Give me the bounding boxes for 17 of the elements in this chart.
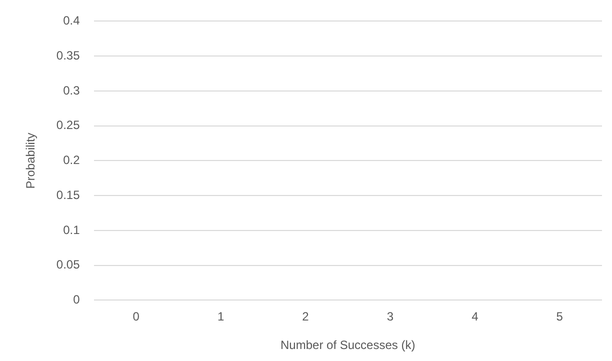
y-tick-label: 0 bbox=[73, 292, 80, 307]
x-tick-label: 5 bbox=[556, 310, 564, 324]
x-tick-label: 3 bbox=[386, 310, 394, 324]
y-tick-label: 0.15 bbox=[56, 188, 80, 202]
x-tick-label: 0 bbox=[132, 310, 140, 324]
x-tick-label: 1 bbox=[217, 310, 224, 324]
y-tick-label: 0.35 bbox=[56, 48, 80, 62]
y-tick-label: 0.1 bbox=[63, 222, 80, 237]
x-tick-label: 4 bbox=[472, 310, 479, 324]
y-axis-title: Probability bbox=[24, 132, 38, 189]
y-tick-label: 0.3 bbox=[63, 83, 80, 98]
y-tick-label: 0.05 bbox=[56, 258, 80, 272]
x-axis-title: Number of Successes (k) bbox=[280, 338, 416, 352]
y-tick-label: 0.25 bbox=[56, 118, 80, 132]
y-tick-label: 0.4 bbox=[63, 14, 80, 28]
x-tick-label: 2 bbox=[302, 310, 310, 324]
y-tick-label: 0.2 bbox=[63, 153, 80, 168]
